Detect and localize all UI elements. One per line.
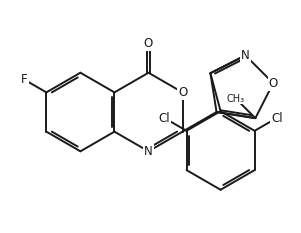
- Text: Cl: Cl: [159, 112, 170, 124]
- Text: O: O: [144, 37, 153, 50]
- Text: CH₃: CH₃: [227, 94, 245, 104]
- Text: O: O: [268, 77, 278, 90]
- Text: O: O: [178, 86, 187, 99]
- Text: N: N: [241, 49, 250, 62]
- Text: F: F: [21, 73, 28, 86]
- Text: Cl: Cl: [271, 112, 283, 124]
- Text: N: N: [144, 145, 153, 158]
